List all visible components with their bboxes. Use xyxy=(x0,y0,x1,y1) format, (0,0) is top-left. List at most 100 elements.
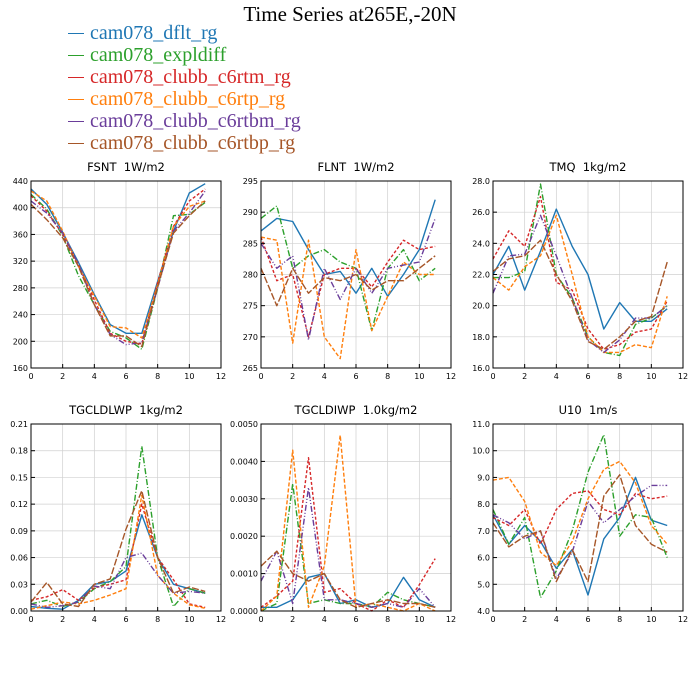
legend-item: cam078_clubb_c6rtbp_rg xyxy=(68,132,301,154)
x-tick-label: 10 xyxy=(184,615,194,624)
series-line-cam078_expldiff xyxy=(492,434,668,599)
series-line-cam078_clubb_c6rtm_rg xyxy=(260,236,436,338)
series-line-cam078_clubb_c6rtp_rg xyxy=(492,460,668,567)
panel-6: 0 2 4 6 8 10 12 4.0 5.0 6.0 7.0 8.0 9.0 10.0 11.0 U10 1… xyxy=(472,403,688,624)
series-line-cam078_clubb_c6rtm_rg xyxy=(492,195,668,350)
legend: cam078_dflt_rg cam078_expldiff cam078_club… xyxy=(68,22,301,154)
x-tick-label: 6 xyxy=(123,372,128,381)
y-tick-label: 0.0030 xyxy=(230,495,258,504)
legend-label: cam078_expldiff xyxy=(90,44,227,66)
y-tick-label: 11.0 xyxy=(472,420,490,429)
y-tick-label: 20.0 xyxy=(472,302,490,311)
x-tick-label: 6 xyxy=(123,615,128,624)
y-tick-label: 9.0 xyxy=(477,473,490,482)
series-line-cam078_clubb_c6rtbm_rg xyxy=(260,486,436,608)
y-tick-label: 6.0 xyxy=(477,554,490,563)
x-tick-label: 10 xyxy=(184,372,194,381)
x-tick-label: 8 xyxy=(155,615,160,624)
legend-item: cam078_expldiff xyxy=(68,44,301,66)
y-tick-label: 320 xyxy=(13,257,28,266)
x-tick-label: 10 xyxy=(646,372,656,381)
y-tick-label: 5.0 xyxy=(477,580,490,589)
series-line-cam078_dflt_rg xyxy=(30,183,206,334)
series-line-cam078_dflt_rg xyxy=(492,208,668,330)
y-tick-label: 7.0 xyxy=(477,527,490,536)
x-tick-label: 4 xyxy=(554,372,559,381)
x-tick-label: 2 xyxy=(60,615,65,624)
panel-title: TMQ 1kg/m2 xyxy=(549,160,627,174)
y-tick-label: 0.18 xyxy=(10,447,28,456)
series-line-cam078_clubb_c6rtbm_rg xyxy=(30,552,206,609)
y-tick-label: 270 xyxy=(243,333,258,342)
y-tick-label: 0.0050 xyxy=(230,420,258,429)
y-tick-label: 26.0 xyxy=(472,208,490,217)
x-tick-label: 2 xyxy=(522,372,527,381)
x-tick-label: 12 xyxy=(216,615,226,624)
panel-3: 0 2 4 6 8 10 12 16.0 18.0 20.0 22.0 24.0 26.0 28.0 TMQ… xyxy=(472,160,688,381)
x-tick-label: 2 xyxy=(290,615,295,624)
series-line-cam078_clubb_c6rtbp_rg xyxy=(492,239,668,350)
y-tick-label: 240 xyxy=(13,311,28,320)
series-line-cam078_clubb_c6rtbm_rg xyxy=(492,484,668,580)
y-tick-label: 280 xyxy=(13,284,28,293)
series-line-cam078_clubb_c6rtm_rg xyxy=(30,503,206,609)
y-tick-label: 0.06 xyxy=(10,554,28,563)
legend-label: cam078_clubb_c6rtp_rg xyxy=(90,88,286,110)
legend-swatch xyxy=(68,98,84,100)
panel-2: 0 2 4 6 8 10 12 265 270 275 280 285 290 295 FLNT 1W/m2 xyxy=(243,160,456,381)
y-tick-label: 24.0 xyxy=(472,239,490,248)
y-tick-label: 440 xyxy=(13,177,28,186)
x-tick-label: 12 xyxy=(446,615,456,624)
x-tick-label: 10 xyxy=(646,615,656,624)
series-line-cam078_clubb_c6rtbp_rg xyxy=(260,255,436,307)
y-tick-label: 0.12 xyxy=(10,500,28,509)
y-tick-label: 265 xyxy=(243,364,258,373)
series-line-cam078_clubb_c6rtp_rg xyxy=(260,236,436,360)
legend-swatch xyxy=(68,120,84,122)
y-tick-label: 295 xyxy=(243,177,258,186)
x-tick-label: 10 xyxy=(414,615,424,624)
y-tick-label: 0.00 xyxy=(10,607,28,616)
legend-swatch xyxy=(68,142,84,144)
series-line-cam078_clubb_c6rtp_rg xyxy=(492,214,668,354)
series-line-cam078_clubb_c6rtm_rg xyxy=(30,188,206,345)
series-line-cam078_clubb_c6rtp_rg xyxy=(30,494,206,610)
series-line-cam078_dflt_rg xyxy=(260,199,436,297)
y-tick-label: 4.0 xyxy=(477,607,490,616)
legend-swatch xyxy=(68,54,84,56)
y-tick-label: 10.0 xyxy=(472,447,490,456)
panel-title: U10 1m/s xyxy=(559,403,618,417)
x-tick-label: 2 xyxy=(60,372,65,381)
y-tick-label: 8.0 xyxy=(477,500,490,509)
x-tick-label: 8 xyxy=(617,615,622,624)
panel-5: 0 2 4 6 8 10 12 0.0000 0.0010 0.0020 0.0030 0.0040 0… xyxy=(230,403,456,624)
y-tick-label: 0.0040 xyxy=(230,457,258,466)
series-line-cam078_clubb_c6rtbm_rg xyxy=(260,218,436,341)
y-tick-label: 28.0 xyxy=(472,177,490,186)
y-tick-label: 0.09 xyxy=(10,527,28,536)
panel-title: FLNT 1W/m2 xyxy=(317,160,394,174)
y-tick-label: 0.0020 xyxy=(230,532,258,541)
y-tick-label: 0.21 xyxy=(10,420,28,429)
x-tick-label: 6 xyxy=(585,615,590,624)
legend-label: cam078_clubb_c6rtbp_rg xyxy=(90,132,296,154)
y-tick-label: 160 xyxy=(13,364,28,373)
series-line-cam078_clubb_c6rtp_rg xyxy=(30,190,206,339)
legend-item: cam078_dflt_rg xyxy=(68,22,301,44)
series-line-cam078_clubb_c6rtbp_rg xyxy=(492,474,668,583)
series-line-cam078_dflt_rg xyxy=(492,476,668,596)
x-tick-label: 4 xyxy=(554,615,559,624)
legend-swatch xyxy=(68,76,84,78)
x-tick-label: 4 xyxy=(92,372,97,381)
legend-swatch xyxy=(68,32,84,34)
x-tick-label: 12 xyxy=(678,372,688,381)
series-line-cam078_expldiff xyxy=(493,183,668,357)
series-line-cam078_dflt_rg xyxy=(30,514,206,610)
series-line-cam078_clubb_c6rtbm_rg xyxy=(30,190,206,346)
x-tick-label: 0 xyxy=(28,372,33,381)
y-tick-label: 400 xyxy=(13,204,28,213)
y-tick-label: 275 xyxy=(243,302,258,311)
x-tick-label: 4 xyxy=(322,615,327,624)
panel-title: FSNT 1W/m2 xyxy=(87,160,165,174)
y-tick-label: 16.0 xyxy=(472,364,490,373)
